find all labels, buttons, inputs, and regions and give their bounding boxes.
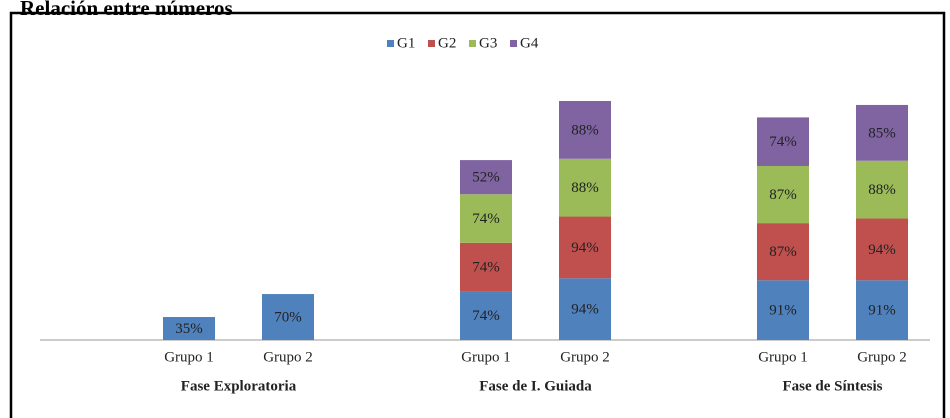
data-label: 74% — [472, 308, 500, 324]
bar-segment — [757, 166, 809, 224]
bar-segment — [460, 194, 512, 243]
bar-segment — [757, 117, 809, 167]
bar-segment — [262, 294, 314, 340]
bar-segment — [163, 317, 215, 340]
bar-segment — [559, 158, 611, 217]
data-label: 91% — [769, 303, 797, 319]
data-label: 88% — [868, 182, 896, 198]
data-label: 87% — [769, 187, 797, 203]
bar-segment — [856, 160, 908, 219]
legend-label: G4 — [520, 35, 539, 51]
group-label: Fase de I. Guiada — [479, 378, 592, 394]
bar-segment — [856, 280, 908, 340]
bar-segment — [559, 278, 611, 340]
data-label: 88% — [571, 122, 599, 138]
chart-title: Relación entre números — [20, 0, 233, 20]
legend-label: G2 — [438, 35, 456, 51]
x-tick-label: Grupo 1 — [758, 349, 808, 365]
legend-swatch — [428, 40, 435, 47]
x-tick-label: Grupo 2 — [263, 349, 313, 365]
group-label: Fase de Síntesis — [782, 378, 882, 394]
legend-label: G1 — [397, 35, 415, 51]
bar-segment — [559, 216, 611, 279]
data-label: 74% — [769, 134, 797, 150]
bar-segment — [757, 280, 809, 340]
x-tick-label: Grupo 1 — [461, 349, 511, 365]
data-label: 91% — [868, 303, 896, 319]
data-label: 94% — [571, 302, 599, 318]
legend-swatch — [469, 40, 476, 47]
x-tick-label: Grupo 1 — [164, 349, 214, 365]
data-label: 52% — [472, 170, 500, 186]
legend-label: G3 — [479, 35, 497, 51]
x-tick-label: Grupo 2 — [560, 349, 610, 365]
x-tick-label: Grupo 2 — [857, 349, 907, 365]
data-label: 74% — [472, 211, 500, 227]
data-label: 70% — [274, 309, 302, 325]
data-label: 35% — [175, 321, 203, 337]
bar-segment — [757, 223, 809, 281]
bar-segment — [856, 104, 908, 161]
chart-frame — [9, 11, 946, 418]
bar-segment — [460, 160, 512, 195]
data-label: 94% — [571, 240, 599, 256]
legend-swatch — [387, 40, 394, 47]
data-label: 74% — [472, 260, 500, 276]
group-label: Fase Exploratoria — [181, 378, 297, 394]
bar-segment — [559, 101, 611, 159]
data-label: 88% — [571, 180, 599, 196]
data-label: 94% — [868, 242, 896, 258]
bar-segment — [460, 242, 512, 292]
data-label: 85% — [868, 125, 896, 141]
bar-segment — [460, 291, 512, 340]
bar-segment — [856, 218, 908, 281]
data-label: 87% — [769, 244, 797, 260]
legend-swatch — [510, 40, 517, 47]
